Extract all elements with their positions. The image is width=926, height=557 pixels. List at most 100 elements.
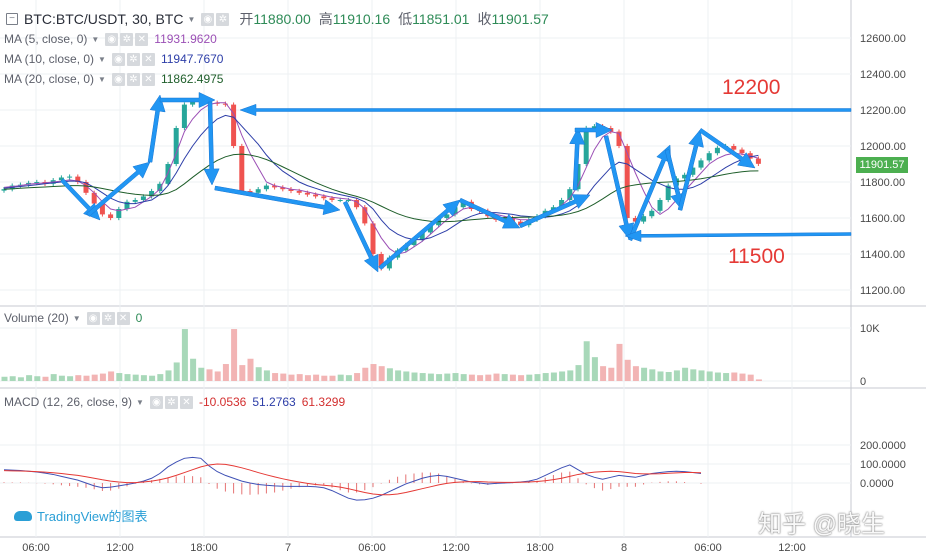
volume-bar (288, 374, 295, 381)
eye-icon[interactable]: ◉ (149, 395, 163, 409)
chevron-down-icon[interactable]: ▼ (91, 34, 100, 44)
volume-bar (665, 371, 672, 381)
ma20-legend: MA (20, close, 0) ▼ ◉ ✲ ✕ 11862.4975 (4, 70, 223, 88)
price-tick-label: 12400.00 (860, 69, 906, 81)
volume-bar (99, 373, 106, 381)
price-tick-label: 11400.00 (860, 249, 905, 261)
close-icon[interactable]: ✕ (135, 32, 149, 46)
gear-icon[interactable]: ✲ (120, 32, 134, 46)
volume-bar (460, 374, 467, 381)
price-tick-label: 12200.00 (860, 105, 906, 117)
gear-icon[interactable]: ✲ (216, 12, 230, 26)
main-legend: − BTC:BTC/USDT, 30, BTC ▼ ◉ ✲ 开 11880.00… (4, 10, 549, 28)
volume-tick-label: 0 (860, 376, 866, 388)
macd-signal-value: 61.3299 (301, 395, 346, 409)
volume-bar (641, 367, 648, 381)
volume-bar (395, 370, 402, 381)
volume-bar (124, 374, 131, 381)
candle (313, 194, 319, 197)
volume-bar (58, 375, 65, 381)
volume-bar (313, 374, 320, 381)
gear-icon[interactable]: ✲ (126, 72, 140, 86)
volume-bar (583, 341, 590, 381)
volume-bar (116, 373, 123, 381)
volume-bar (263, 370, 270, 381)
volume-legend: Volume (20) ▼ ◉ ✲ ✕ 0 (4, 309, 142, 327)
eye-icon[interactable]: ◉ (111, 72, 125, 86)
last-price-tag: 11901.57 (856, 157, 908, 173)
trend-arrow (677, 129, 704, 211)
trend-arrow-shape (698, 128, 756, 169)
chevron-down-icon[interactable]: ▼ (98, 54, 106, 64)
candle (641, 216, 647, 222)
candle (304, 192, 310, 195)
volume-bar (436, 374, 443, 381)
trend-arrow-shape (569, 127, 586, 191)
chevron-down-icon[interactable]: ▼ (136, 397, 144, 407)
candle (108, 214, 114, 218)
collapse-icon[interactable]: − (6, 13, 18, 25)
trend-arrow-shape (159, 92, 216, 108)
volume-bar (329, 375, 336, 381)
gear-icon[interactable]: ✲ (164, 395, 178, 409)
close-icon[interactable]: ✕ (116, 311, 130, 325)
time-tick-label: 12:00 (442, 542, 470, 554)
candle (75, 176, 81, 182)
macd-tick-label: 0.0000 (860, 478, 894, 490)
volume-bar (272, 373, 279, 381)
candle (222, 103, 228, 105)
eye-icon[interactable]: ◉ (111, 52, 125, 66)
chevron-down-icon[interactable]: ▼ (187, 14, 196, 24)
candle (116, 209, 122, 218)
macd-label[interactable]: MACD (12, 26, close, 9) (4, 395, 133, 409)
tradingview-text: TradingView的图表 (37, 509, 148, 524)
volume-bar (337, 374, 344, 381)
volume-bar (222, 364, 229, 381)
eye-icon[interactable]: ◉ (105, 32, 119, 46)
volume-bar (50, 374, 57, 381)
time-tick-label: 8 (621, 542, 627, 554)
trend-arrow (239, 103, 852, 117)
tradingview-logo[interactable]: TradingView的图表 (14, 506, 148, 525)
volume-bar (362, 367, 369, 381)
candle (698, 160, 704, 168)
candle (378, 254, 384, 269)
price-tick-label: 12000.00 (860, 141, 906, 153)
close-icon[interactable]: ✕ (179, 395, 193, 409)
volume-bar (509, 374, 516, 381)
volume-bar (477, 375, 484, 381)
eye-icon[interactable]: ◉ (86, 311, 100, 325)
candle (690, 167, 696, 175)
annotation-upper: 12200 (722, 76, 781, 99)
volume-bar (632, 366, 639, 381)
price-tick-label: 11200.00 (860, 285, 905, 297)
volume-bar (83, 375, 90, 381)
trend-arrow (147, 94, 166, 163)
time-tick-label: 18:00 (526, 542, 554, 554)
volume-bar (280, 373, 287, 381)
candle (731, 146, 737, 150)
ma20-label[interactable]: MA (20, close, 0) (4, 72, 95, 86)
candle (272, 185, 278, 188)
close-icon[interactable]: ✕ (141, 52, 155, 66)
eye-icon[interactable]: ◉ (201, 12, 215, 26)
symbol-label[interactable]: BTC:BTC/USDT, 30, BTC (24, 11, 184, 27)
ma10-label[interactable]: MA (10, close, 0) (4, 52, 95, 66)
volume-label[interactable]: Volume (20) (4, 311, 69, 325)
candle (567, 189, 573, 200)
volume-bar (723, 373, 730, 381)
volume-bar (75, 375, 82, 381)
ma5-label[interactable]: MA (5, close, 0) (4, 32, 88, 46)
volume-bar (26, 375, 33, 381)
chevron-down-icon[interactable]: ▼ (72, 313, 81, 323)
candle (386, 257, 392, 269)
candle (649, 210, 655, 217)
gear-icon[interactable]: ✲ (126, 52, 140, 66)
close-icon[interactable]: ✕ (141, 72, 155, 86)
chevron-down-icon[interactable]: ▼ (98, 74, 106, 84)
candle (559, 200, 565, 208)
gear-icon[interactable]: ✲ (101, 311, 115, 325)
candle (132, 200, 138, 202)
candle (280, 187, 286, 190)
volume-bar (214, 371, 221, 381)
